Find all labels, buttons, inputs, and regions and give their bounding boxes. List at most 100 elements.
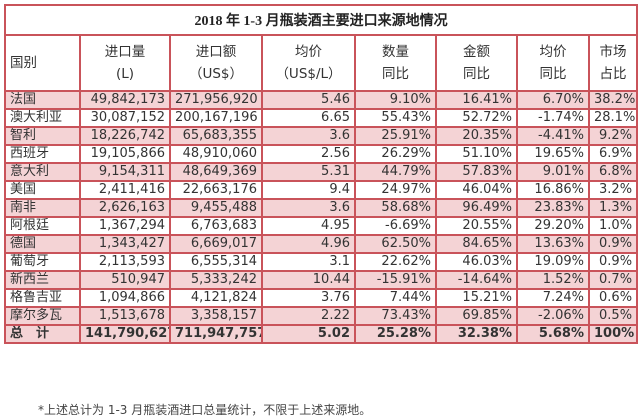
- header-text: 同比: [539, 66, 567, 82]
- table-row: 德国 1,343,427 6,669,017 4.96 62.50% 84.65% 13.6…: [4, 234, 639, 254]
- total-value: 5.68%: [516, 324, 590, 344]
- value-cell: 7.44%: [354, 288, 437, 308]
- value-cell: 13.63%: [516, 234, 590, 254]
- value-cell: 25.91%: [354, 126, 437, 146]
- value-cell: -1.74%: [516, 108, 590, 128]
- table-row: 智利 18,226,742 65,683,355 3.6 25.91% 20.35% -4.…: [4, 126, 639, 146]
- value-cell: 49,842,173: [79, 90, 171, 110]
- country-cell: 南非: [4, 198, 81, 218]
- value-cell: 55.43%: [354, 108, 437, 128]
- value-cell: 3.2%: [587, 180, 639, 200]
- value-cell: 62.50%: [354, 234, 437, 254]
- total-value: 5.02: [261, 324, 356, 344]
- value-cell: 30,087,152: [79, 108, 171, 128]
- table-row: 南非 2,626,163 9,455,488 3.6 58.68% 96.49% 23.83…: [4, 198, 639, 218]
- value-cell: 51.10%: [435, 144, 518, 164]
- value-cell: 4.96: [261, 234, 356, 254]
- value-cell: 2,626,163: [79, 198, 171, 218]
- header-text: 同比: [382, 66, 409, 82]
- table-row: 葡萄牙 2,113,593 6,555,314 3.1 22.62% 46.03% 19.0…: [4, 252, 639, 272]
- value-cell: 6.70%: [516, 90, 590, 110]
- table-row: 西班牙 19,105,866 48,910,060 2.56 26.29% 51.10% 1…: [4, 144, 639, 164]
- value-cell: 23.83%: [516, 198, 590, 218]
- value-cell: 510,947: [79, 270, 171, 290]
- import-table: 2018 年 1-3 月瓶装酒主要进口来源地情况 国别 进口量 (L) 进口额 （US$…: [3, 4, 639, 344]
- value-cell: 1.0%: [587, 216, 639, 236]
- column-header: 进口额 （US$）: [169, 34, 263, 92]
- value-cell: 28.1%: [587, 108, 639, 128]
- value-cell: 3.1: [261, 252, 356, 272]
- value-cell: 9,455,488: [169, 198, 263, 218]
- country-cell: 新西兰: [4, 270, 81, 290]
- value-cell: 6.65: [261, 108, 356, 128]
- country-cell: 德国: [4, 234, 81, 254]
- value-cell: -14.64%: [435, 270, 518, 290]
- value-cell: 7.24%: [516, 288, 590, 308]
- value-cell: 84.65%: [435, 234, 518, 254]
- value-cell: 9,154,311: [79, 162, 171, 182]
- value-cell: 5,333,242: [169, 270, 263, 290]
- value-cell: 5.31: [261, 162, 356, 182]
- value-cell: 3.6: [261, 126, 356, 146]
- value-cell: 22,663,176: [169, 180, 263, 200]
- total-value: 32.38%: [435, 324, 518, 344]
- header-text: （US$/L）: [275, 66, 342, 82]
- header-text: 进口额: [195, 44, 237, 60]
- total-value: 711,947,757: [169, 324, 263, 344]
- header-text: 进口量: [104, 44, 146, 60]
- value-cell: 24.97%: [354, 180, 437, 200]
- value-cell: 2,113,593: [79, 252, 171, 272]
- value-cell: 9.10%: [354, 90, 437, 110]
- table-row: 新西兰 510,947 5,333,242 10.44 -15.91% -14.64% 1.…: [4, 270, 639, 290]
- total-label: 总 计: [4, 324, 81, 344]
- country-cell: 美国: [4, 180, 81, 200]
- column-header: 国别: [4, 34, 81, 92]
- value-cell: 19.09%: [516, 252, 590, 272]
- value-cell: 1.52%: [516, 270, 590, 290]
- value-cell: 0.9%: [587, 234, 639, 254]
- value-cell: 48,649,369: [169, 162, 263, 182]
- total-value: 25.28%: [354, 324, 437, 344]
- country-cell: 意大利: [4, 162, 81, 182]
- total-value: 141,790,627: [79, 324, 171, 344]
- value-cell: 3.6: [261, 198, 356, 218]
- header-text: 金额: [463, 44, 490, 60]
- value-cell: 3,358,157: [169, 306, 263, 326]
- value-cell: 4.95: [261, 216, 356, 236]
- table-row: 摩尔多瓦 1,513,678 3,358,157 2.22 73.43% 69.85% -2…: [4, 306, 639, 326]
- table-row: 格鲁吉亚 1,094,866 4,121,824 3.76 7.44% 15.21% 7.2…: [4, 288, 639, 308]
- column-header: 进口量 (L): [79, 34, 171, 92]
- value-cell: 0.5%: [587, 306, 639, 326]
- value-cell: 15.21%: [435, 288, 518, 308]
- value-cell: 2,411,416: [79, 180, 171, 200]
- country-cell: 格鲁吉亚: [4, 288, 81, 308]
- country-cell: 智利: [4, 126, 81, 146]
- value-cell: 4,121,824: [169, 288, 263, 308]
- value-cell: 29.20%: [516, 216, 590, 236]
- value-cell: -4.41%: [516, 126, 590, 146]
- value-cell: 16.41%: [435, 90, 518, 110]
- header-text: 均价: [539, 44, 567, 60]
- value-cell: 19.65%: [516, 144, 590, 164]
- value-cell: 48,910,060: [169, 144, 263, 164]
- value-cell: 73.43%: [354, 306, 437, 326]
- header-text: 占比: [599, 66, 627, 82]
- value-cell: 3.76: [261, 288, 356, 308]
- value-cell: 65,683,355: [169, 126, 263, 146]
- value-cell: 18,226,742: [79, 126, 171, 146]
- value-cell: 1,094,866: [79, 288, 171, 308]
- value-cell: 0.9%: [587, 252, 639, 272]
- value-cell: -2.06%: [516, 306, 590, 326]
- value-cell: 1,513,678: [79, 306, 171, 326]
- value-cell: 96.49%: [435, 198, 518, 218]
- value-cell: 20.55%: [435, 216, 518, 236]
- value-cell: 0.6%: [587, 288, 639, 308]
- country-cell: 西班牙: [4, 144, 81, 164]
- value-cell: 58.68%: [354, 198, 437, 218]
- header-text: 市场: [599, 44, 627, 60]
- value-cell: 9.01%: [516, 162, 590, 182]
- total-row: 总 计 141,790,627 711,947,757 5.02 25.28% 32.38…: [4, 324, 639, 344]
- value-cell: 0.7%: [587, 270, 639, 290]
- value-cell: 6.8%: [587, 162, 639, 182]
- column-header: 市场 占比: [587, 34, 639, 92]
